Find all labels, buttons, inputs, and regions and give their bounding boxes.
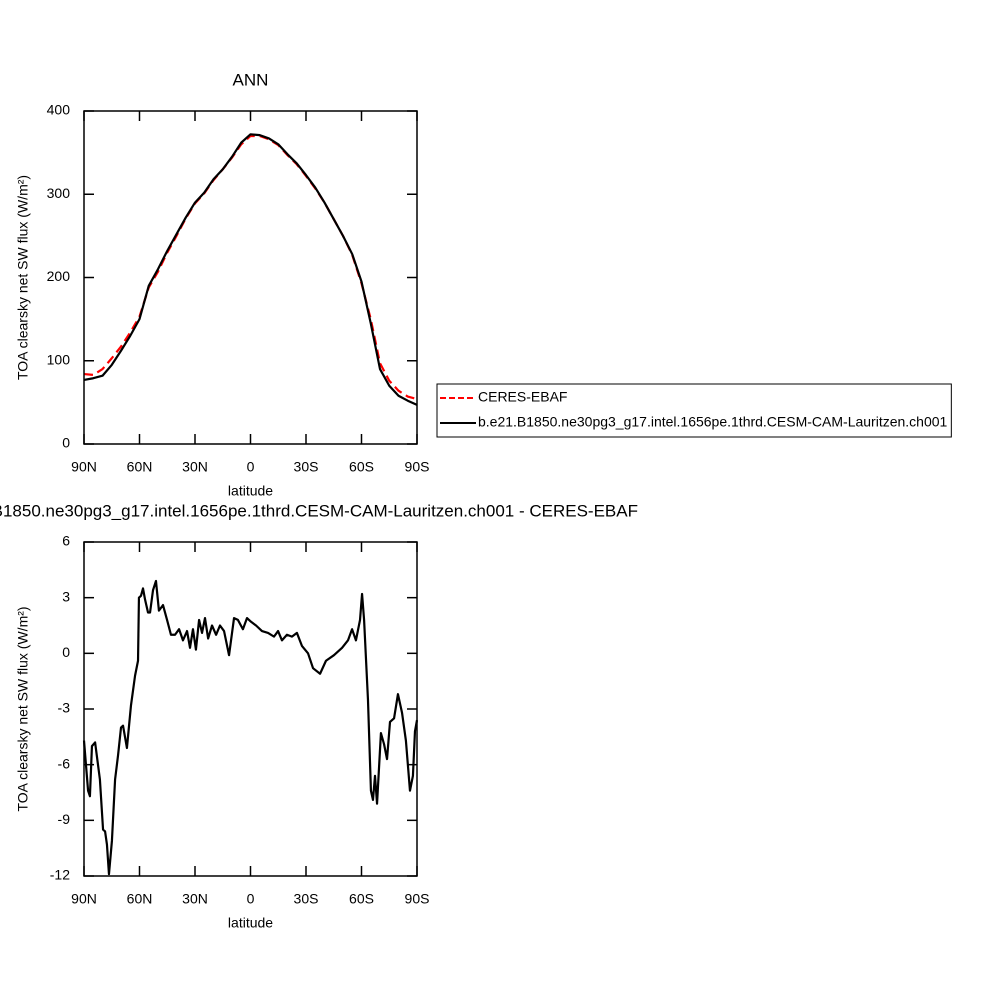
x-tick-label: 30N [182,459,208,475]
data-line [83,134,418,401]
legend: CERES-EBAF b.e21.B1850.ne30pg3_g17.intel.… [436,383,952,438]
x-tick-label: 60N [127,891,153,907]
y-axis-label: TOA clearsky net SW flux (W/m²) [15,606,31,811]
y-tick-label: 100 [47,351,71,367]
x-tick-label: 60S [349,459,374,475]
x-tick-label: 30S [294,459,319,475]
chart-title: b.e21.B1850.ne30pg3_g17.intel.1656pe.1th… [0,501,638,520]
y-tick-label: 300 [47,185,71,201]
x-tick-label: 30S [294,891,319,907]
y-tick-label: 0 [62,644,70,660]
y-axis-label: TOA clearsky net SW flux (W/m²) [15,175,31,380]
data-line [83,133,418,406]
x-tick-label: 90N [71,459,97,475]
plot-frame [83,110,418,445]
y-tick-label: -9 [58,811,71,827]
x-tick-label: 30N [182,891,208,907]
y-tick-label: -3 [58,700,71,716]
x-axis-label: latitude [228,483,273,499]
y-tick-label: 0 [62,435,70,451]
chart-title: ANN [233,70,269,89]
legend-label: CERES-EBAF [478,389,567,405]
y-tick-label: 3 [62,588,70,604]
legend-label: b.e21.B1850.ne30pg3_g17.intel.1656pe.1th… [478,414,948,430]
data-line [82,579,419,876]
legend-frame [436,383,952,438]
x-tick-label: 90N [71,891,97,907]
y-tick-label: -6 [58,755,71,771]
x-tick-label: 60S [349,891,374,907]
y-tick-label: 200 [47,268,71,284]
x-axis-label: latitude [228,915,273,931]
x-tick-label: 0 [247,891,255,907]
y-tick-label: 6 [62,533,70,549]
y-tick-label: 400 [47,102,71,118]
x-tick-label: 90S [405,891,430,907]
plot-frame [83,541,418,877]
x-tick-label: 90S [405,459,430,475]
x-tick-label: 0 [247,459,255,475]
x-tick-label: 60N [127,459,153,475]
y-tick-label: -12 [50,867,70,883]
